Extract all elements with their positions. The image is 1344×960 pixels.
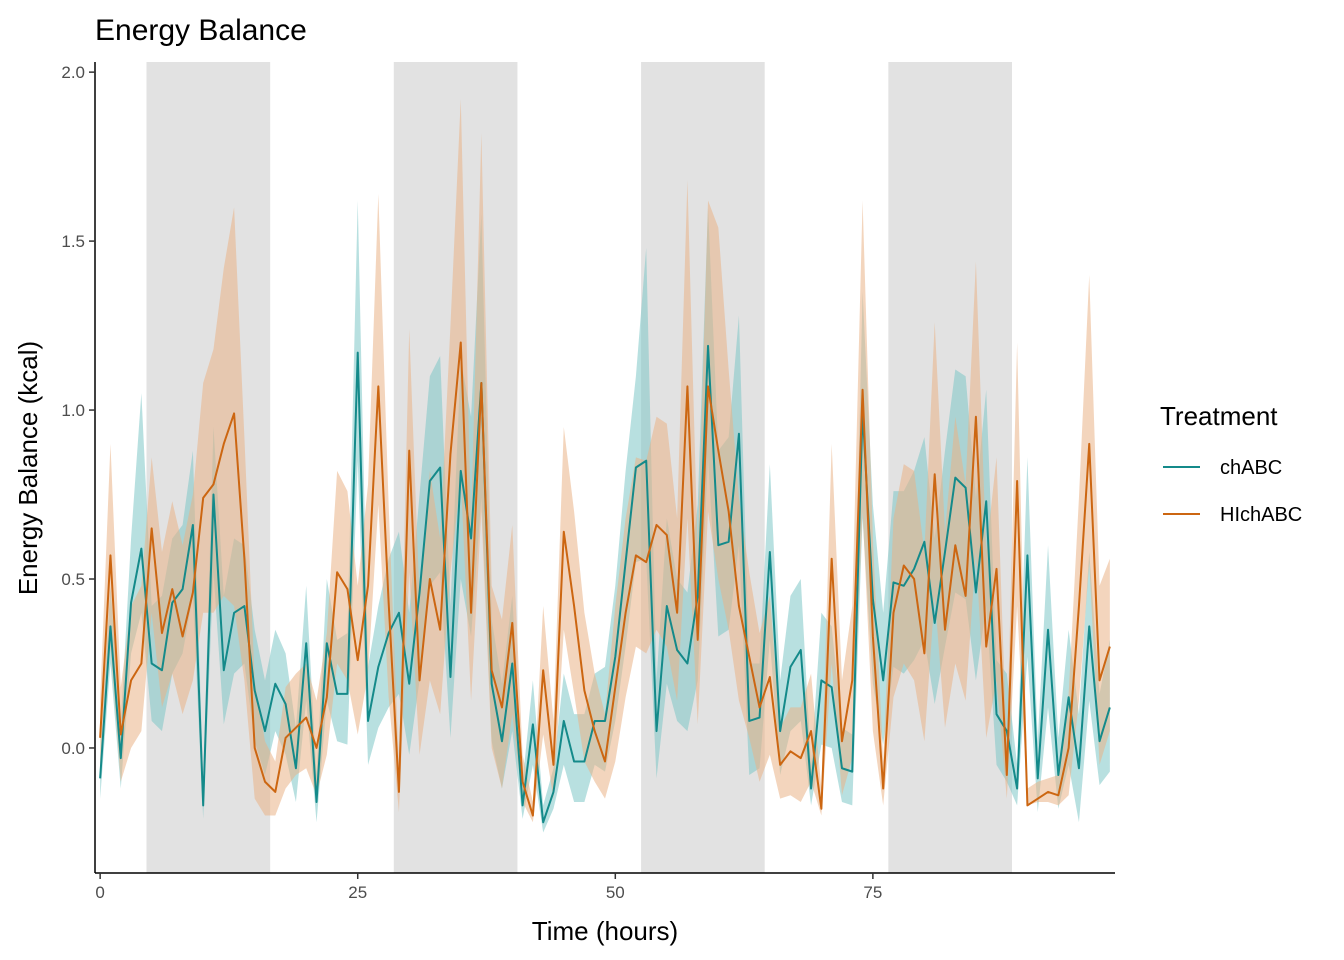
line-hichabc — [99, 341, 1111, 817]
x-tick-label: 75 — [863, 883, 882, 902]
y-tick-label: 0.5 — [61, 570, 85, 589]
legend-label-chabc: chABC — [1220, 457, 1282, 479]
series-lines — [99, 341, 1111, 824]
legend-title: Treatment — [1160, 401, 1278, 431]
x-tick-label: 0 — [95, 883, 104, 902]
axes: 0.0 0.5 1.0 1.5 2.0 0 25 50 75 — [61, 62, 1115, 902]
x-tick-label: 50 — [606, 883, 625, 902]
y-axis-title: Energy Balance (kcal) — [13, 341, 43, 595]
y-tick-label: 1.0 — [61, 401, 85, 420]
legend: Treatment chABC HIchABC — [1160, 401, 1302, 526]
legend-label-hichabc: HIchABC — [1220, 504, 1302, 526]
y-tick-label: 0.0 — [61, 739, 85, 758]
y-tick-label: 1.5 — [61, 232, 85, 251]
chart-title: Energy Balance — [95, 14, 307, 47]
x-axis-title: Time (hours) — [532, 916, 678, 946]
y-tick-label: 2.0 — [61, 63, 85, 82]
x-tick-label: 25 — [348, 883, 367, 902]
ribbon-hichabc — [100, 99, 1110, 823]
